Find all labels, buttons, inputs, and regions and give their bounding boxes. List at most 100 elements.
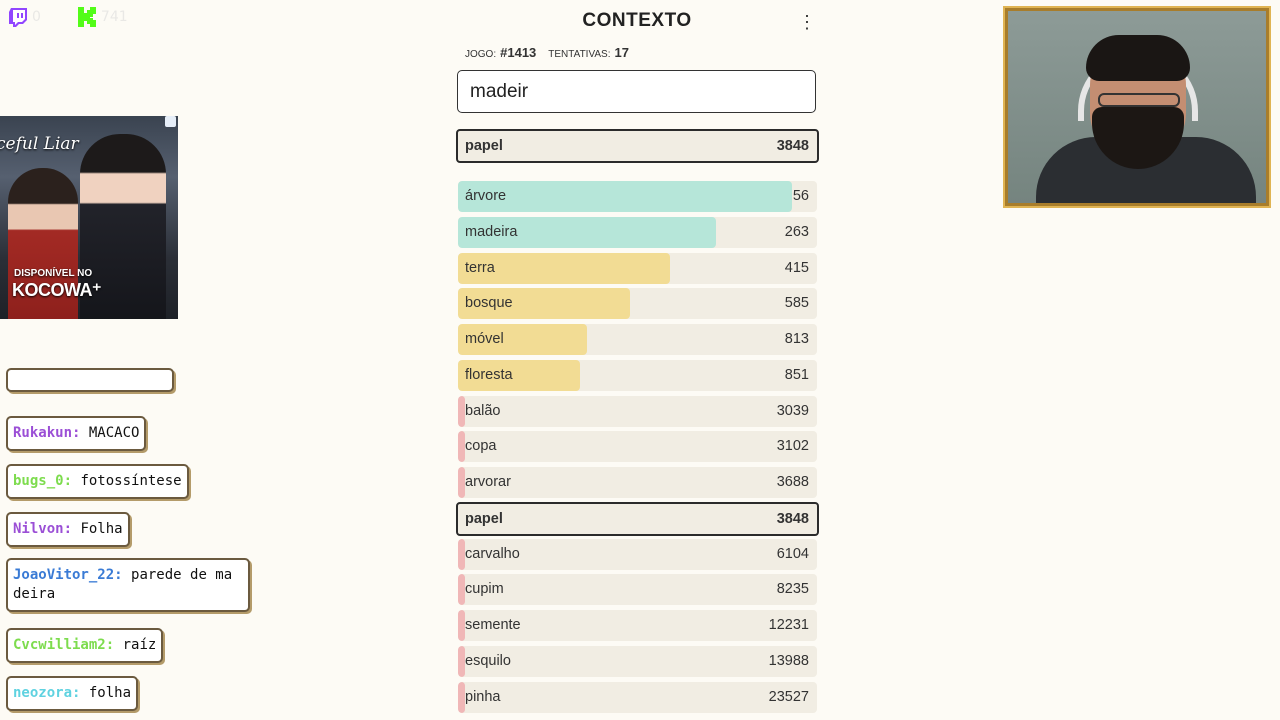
chat-message: Rukakun: MACACO xyxy=(6,416,147,451)
guess-distance: 8235 xyxy=(776,581,809,598)
chat-text: MACACO xyxy=(88,425,140,441)
chat-text: Folha xyxy=(80,521,123,537)
guess-row: carvalho 6104 xyxy=(458,538,817,570)
ad-image-person xyxy=(8,168,78,319)
adchoices-icon[interactable] xyxy=(165,116,176,127)
guess-row-current: papel 3848 xyxy=(456,501,819,536)
guess-proximity-bar xyxy=(458,431,466,463)
ad-brand: KOCOWA⁺ xyxy=(12,280,102,300)
guess-proximity-bar xyxy=(458,574,466,606)
game-info: JOGO: #1413 TENTATIVAS: 17 xyxy=(465,45,637,60)
guess-proximity-bar xyxy=(458,181,792,212)
more-menu-icon[interactable]: ⋮ xyxy=(798,12,816,32)
guess-proximity-bar xyxy=(458,538,466,570)
guess-word: semente xyxy=(465,617,521,633)
chat-text: raíz xyxy=(122,637,157,653)
guess-row: móvel 813 xyxy=(458,324,817,355)
chat-username: bugs_0: xyxy=(13,473,73,489)
guess-distance: 6104 xyxy=(776,545,809,562)
guess-row: árvore 56 xyxy=(458,181,817,212)
current-guess-row: papel 3848 xyxy=(456,129,819,163)
twitch-icon xyxy=(9,8,27,27)
current-guess-word: papel xyxy=(465,138,503,154)
ad-subtitle: DISPONÍVEL NO xyxy=(14,268,93,279)
glasses xyxy=(1098,93,1180,107)
chat-message: bugs_0: fotossíntese xyxy=(6,464,189,499)
guess-proximity-bar xyxy=(458,645,466,677)
ad-title: ceful Liar xyxy=(0,134,79,154)
chat-message: neozora: folha xyxy=(6,676,139,711)
guess-proximity-bar xyxy=(458,467,466,498)
guess-proximity-bar xyxy=(458,610,466,641)
guess-distance: 3688 xyxy=(776,474,809,490)
chat-text: parede de ma deira xyxy=(13,567,233,602)
chat-message: JoaoVitor_22: parede de ma deira xyxy=(6,558,250,612)
guess-row: pinha 23527 xyxy=(458,681,817,713)
current-guess-distance: 3848 xyxy=(776,138,809,154)
webcam-person-hair xyxy=(1086,35,1190,81)
chat-text: folha xyxy=(88,685,132,701)
tries-count: 17 xyxy=(614,45,629,60)
guess-distance: 3102 xyxy=(776,438,809,455)
guess-word: esquilo xyxy=(465,652,511,669)
guess-distance: 23527 xyxy=(768,688,809,705)
chat-message-clipped xyxy=(6,368,174,392)
guess-word: cupim xyxy=(465,581,504,598)
guess-word: terra xyxy=(465,259,495,276)
ad-image-person xyxy=(80,134,166,319)
stream-stats: 0 741 xyxy=(8,4,128,30)
guess-row: arvorar 3688 xyxy=(458,467,817,498)
game-number-label: JOGO: xyxy=(465,49,497,60)
guess-word: árvore xyxy=(465,188,507,204)
guess-word: balão xyxy=(465,402,501,419)
chat-message: Nilvon: Folha xyxy=(6,512,130,547)
guess-word: pinha xyxy=(465,688,501,705)
kick-icon xyxy=(77,7,96,27)
guess-proximity-bar xyxy=(458,216,717,248)
guess-distance: 263 xyxy=(784,223,809,240)
guess-distance: 12231 xyxy=(768,617,809,633)
guess-row: copa 3102 xyxy=(458,431,817,463)
chat-username: Rukakun: xyxy=(13,425,81,441)
guess-row: semente 12231 xyxy=(458,610,817,641)
guess-row: terra 415 xyxy=(458,252,817,284)
guess-distance: 56 xyxy=(792,188,809,204)
twitch-viewer-count: 0 xyxy=(32,9,41,25)
guess-distance: 585 xyxy=(784,295,809,312)
guess-proximity-bar xyxy=(458,681,466,713)
chat-message: Cvcwilliam2: raíz xyxy=(6,628,164,663)
kick-viewer-count: 741 xyxy=(100,9,128,25)
guess-word: arvorar xyxy=(465,474,511,490)
game-number: #1413 xyxy=(500,45,537,60)
kick-stat: 741 xyxy=(47,6,128,28)
guess-distance: 3848 xyxy=(776,510,809,527)
guess-distance: 3039 xyxy=(776,402,809,419)
guess-proximity-bar xyxy=(458,252,670,284)
chat-username: neozora: xyxy=(13,685,81,701)
guess-proximity-bar xyxy=(458,288,631,320)
guess-word: bosque xyxy=(465,295,513,312)
guess-input[interactable] xyxy=(457,70,816,113)
guess-proximity-bar xyxy=(458,359,581,391)
chat-text: fotossíntese xyxy=(80,473,182,489)
guess-word: madeira xyxy=(465,223,518,240)
guess-word: floresta xyxy=(465,366,513,383)
webcam-overlay xyxy=(1003,6,1271,208)
guess-distance: 13988 xyxy=(768,652,809,669)
guess-distance: 813 xyxy=(784,331,809,347)
guess-word: carvalho xyxy=(465,545,520,562)
ad-banner[interactable]: ceful Liar DISPONÍVEL NO KOCOWA⁺ xyxy=(0,116,178,319)
guess-word: copa xyxy=(465,438,497,455)
guess-row: balão 3039 xyxy=(458,395,817,427)
chat-username: Cvcwilliam2: xyxy=(13,637,115,653)
guess-row: madeira 263 xyxy=(458,216,817,248)
twitch-stat: 0 xyxy=(8,7,41,27)
guess-row: bosque 585 xyxy=(458,288,817,320)
guess-row: esquilo 13988 xyxy=(458,645,817,677)
guess-word: móvel xyxy=(465,331,504,347)
chat-username: JoaoVitor_22: xyxy=(13,567,123,583)
guess-proximity-bar xyxy=(458,324,588,355)
chat-username: Nilvon: xyxy=(13,521,73,537)
tries-label: TENTATIVAS: xyxy=(548,49,611,60)
guess-distance: 415 xyxy=(784,259,809,276)
